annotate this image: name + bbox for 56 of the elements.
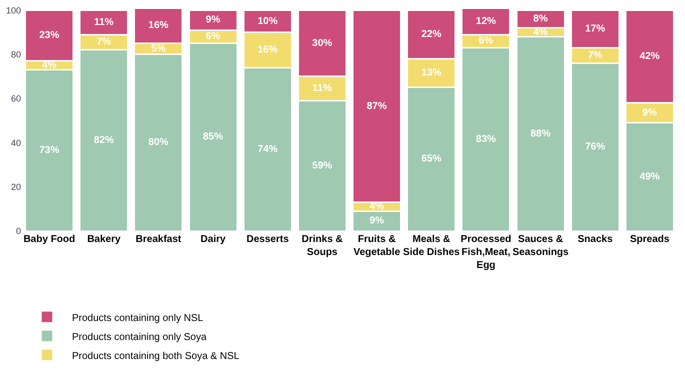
x-tick-label: Desserts bbox=[246, 234, 290, 245]
data-label: 4% bbox=[533, 26, 548, 38]
legend-label: Products containing only Soya bbox=[72, 332, 207, 343]
data-label: 6% bbox=[206, 31, 220, 42]
data-label: 30% bbox=[312, 38, 332, 49]
y-tick-label: 100 bbox=[6, 5, 21, 16]
x-tick-label: Processed Fish,Meat, Egg bbox=[460, 234, 512, 271]
x-tick-label: Sauces & Seasonings bbox=[512, 234, 570, 258]
x-tick-label: Dairy bbox=[200, 234, 226, 245]
data-label: 23% bbox=[39, 30, 60, 42]
x-tick-label: Breakfast bbox=[136, 234, 182, 245]
legend-label: Products containing only NSL bbox=[72, 312, 204, 324]
data-label: 65% bbox=[421, 154, 442, 165]
y-tick-label: 0 bbox=[16, 226, 21, 236]
x-tick-label: Bakery bbox=[87, 234, 121, 245]
data-label: 13% bbox=[421, 68, 442, 79]
data-label: 17% bbox=[585, 23, 606, 34]
x-tick-label: Drinks & Soups bbox=[302, 234, 343, 258]
data-label: 10% bbox=[258, 16, 278, 27]
data-label: 7% bbox=[96, 36, 112, 48]
x-tick-label: Baby Food bbox=[23, 234, 76, 245]
data-label: 5% bbox=[151, 43, 166, 54]
data-label: 12% bbox=[476, 16, 496, 27]
data-label: 73% bbox=[39, 144, 60, 156]
data-label: 85% bbox=[202, 132, 224, 143]
data-label: 76% bbox=[585, 142, 606, 153]
data-label: 9% bbox=[642, 107, 657, 118]
data-label: 87% bbox=[366, 100, 387, 112]
y-tick-label: 40 bbox=[10, 138, 21, 148]
y-tick-label: 80 bbox=[10, 50, 21, 60]
y-tick-label: 60 bbox=[10, 94, 21, 104]
data-label: 59% bbox=[312, 160, 332, 172]
data-label: 83% bbox=[476, 134, 496, 145]
data-label: 9% bbox=[370, 216, 384, 227]
data-label: 22% bbox=[421, 28, 442, 40]
data-label: 42% bbox=[640, 51, 660, 62]
x-tick-label: Snacks bbox=[578, 234, 614, 245]
legend-label: Products containing both Soya & NSL bbox=[72, 350, 240, 362]
x-tick-label: Meals & Side Dishes bbox=[403, 234, 460, 258]
x-tick-label: Spreads bbox=[630, 234, 670, 245]
data-label: 16% bbox=[148, 20, 169, 32]
data-label: 11% bbox=[94, 16, 114, 28]
y-tick-label: 20 bbox=[10, 182, 21, 192]
data-label: 9% bbox=[206, 14, 220, 26]
data-label: 82% bbox=[94, 134, 114, 146]
data-label: 49% bbox=[640, 171, 660, 182]
data-label: 16% bbox=[258, 44, 278, 56]
data-label: 8% bbox=[533, 14, 548, 25]
data-label: 4% bbox=[42, 60, 57, 71]
data-label: 7% bbox=[588, 50, 602, 61]
x-tick-label: Fruits & Vegetable bbox=[353, 234, 401, 258]
data-label: 88% bbox=[530, 128, 551, 140]
data-label: 11% bbox=[312, 83, 332, 94]
data-label: 80% bbox=[148, 137, 169, 148]
data-label: 74% bbox=[258, 144, 278, 155]
data-label: 6% bbox=[478, 36, 494, 47]
